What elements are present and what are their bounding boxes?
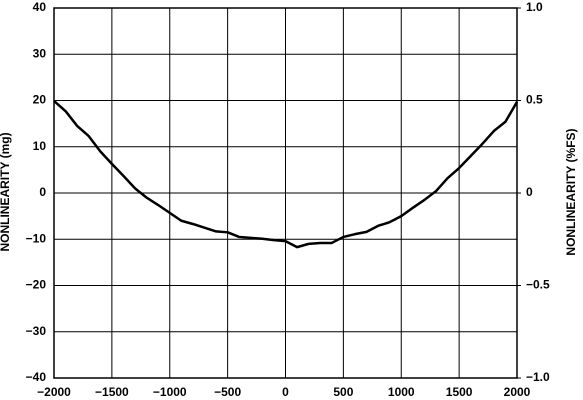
y-tick-label: 40 [33,0,47,14]
plot-frame [53,7,518,379]
y2-tick-label: 0 [526,185,533,199]
y-tick-label: −20 [26,278,47,292]
x-tick-label: 0 [282,385,289,399]
y-tick-label: −10 [26,231,47,245]
y-tick-label: 10 [33,139,47,153]
x-tick-label: −500 [214,385,241,399]
y2-tick-label: −1.0 [526,370,550,384]
y2-tick-label: 1.0 [526,0,543,14]
y-tick-label: −40 [26,370,47,384]
x-tick-label: 500 [333,385,353,399]
x-tick-label: 1000 [388,385,415,399]
y-tick-label: −30 [26,324,47,338]
y-tick-label: 0 [39,185,46,199]
y-axis-title: NONLINEARITY (mg) [0,132,12,251]
y2-tick-label: 0.5 [526,93,543,107]
y-tick-label: 30 [33,46,47,60]
x-tick-label: −2000 [37,385,71,399]
y2-axis-title: NONLINEARITY (%FS) [564,128,578,255]
y2-tick-label: −0.5 [526,278,550,292]
x-tick-label: −1500 [95,385,129,399]
x-tick-label: 2000 [504,385,531,399]
y-tick-label: 20 [33,93,47,107]
data-line [53,100,519,249]
x-tick-label: 1500 [446,385,473,399]
x-tick-label: −1000 [153,385,187,399]
